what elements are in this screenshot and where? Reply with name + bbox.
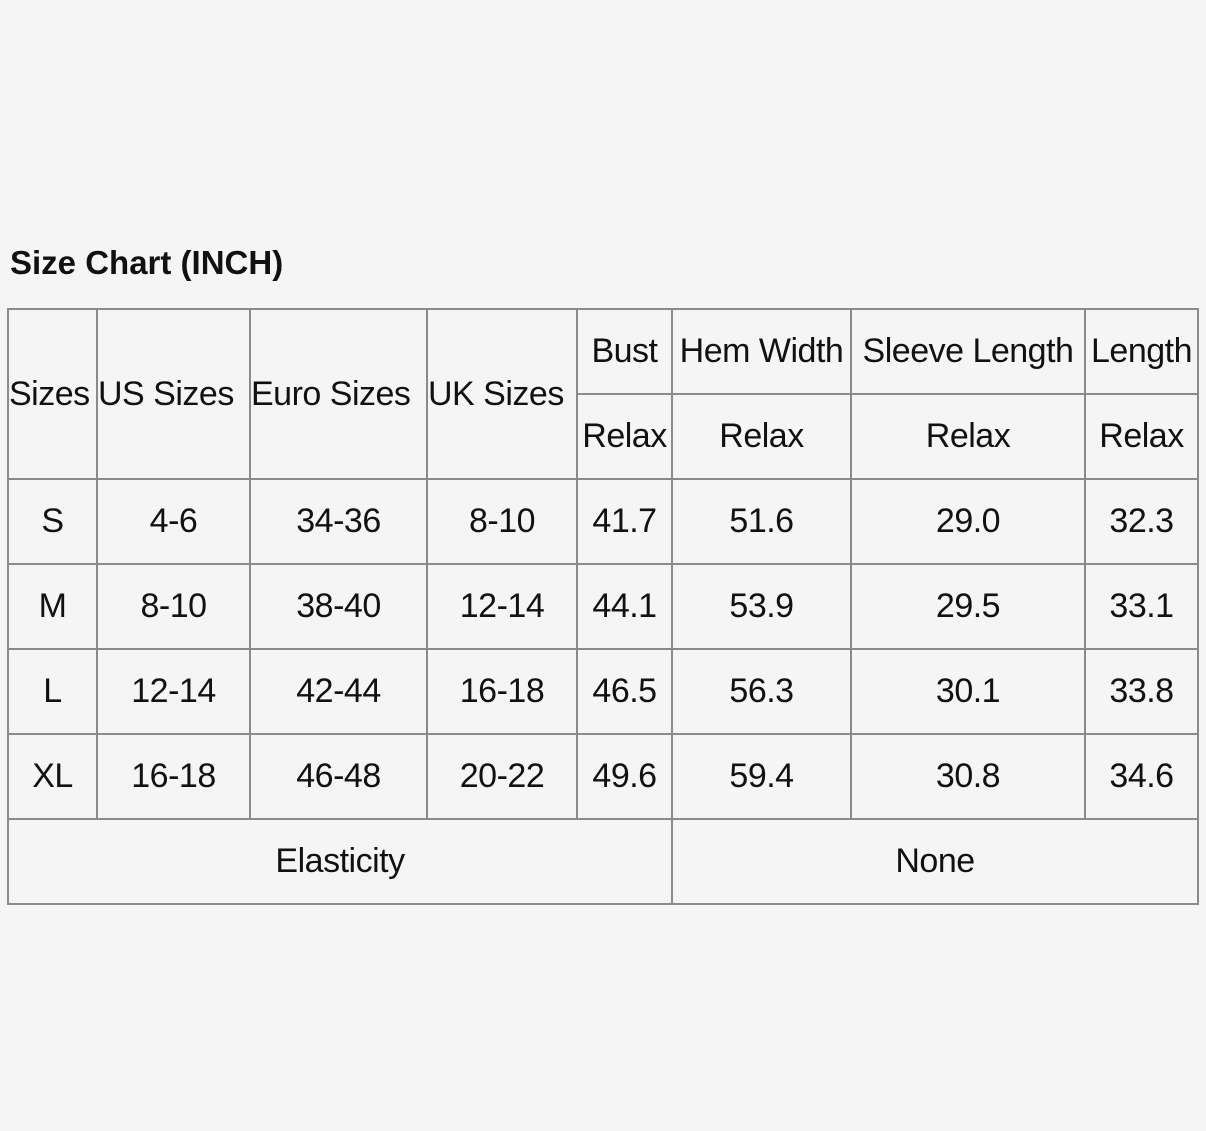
data-cell: 32.3 <box>1084 478 1199 565</box>
data-cell: 4-6 <box>96 478 251 565</box>
data-cell: M <box>7 563 98 650</box>
data-row: S 4-6 34-36 8-10 41.7 51.6 29.0 32.3 <box>7 478 1199 565</box>
data-cell: 59.4 <box>671 733 852 820</box>
title: Size Chart (INCH) <box>10 244 284 281</box>
data-cell: 12-14 <box>426 563 578 650</box>
data-cell: 33.8 <box>1084 648 1199 735</box>
header-cell: Length <box>1084 308 1199 395</box>
header-cell: Euro Sizes <box>249 308 428 480</box>
data-cell: 12-14 <box>96 648 251 735</box>
data-cell: 30.8 <box>850 733 1086 820</box>
data-cell: 34-36 <box>249 478 428 565</box>
data-row: L 12-14 42-44 16-18 46.5 56.3 30.1 33.8 <box>7 648 1199 735</box>
header-cell: Sleeve Length <box>850 308 1086 395</box>
data-cell: 41.7 <box>576 478 673 565</box>
data-cell: 16-18 <box>426 648 578 735</box>
data-cell: 20-22 <box>426 733 578 820</box>
size-table: Sizes US Sizes Euro Sizes UK Sizes Bust Hem W… <box>7 308 1199 905</box>
data-cell: 8-10 <box>96 563 251 650</box>
subheader-row: Relax Relax Relax Relax <box>8 393 1199 480</box>
data-cell: 44.1 <box>576 563 673 650</box>
data-cell: 46-48 <box>249 733 428 820</box>
data-cell: 34.6 <box>1084 733 1199 820</box>
header-cell: Hem Width <box>671 308 852 395</box>
subheader-cell: Relax <box>850 393 1086 480</box>
data-cell: 33.1 <box>1084 563 1199 650</box>
header-cell: US Sizes <box>96 308 251 480</box>
data-cell: 56.3 <box>671 648 852 735</box>
data-cell: S <box>7 478 98 565</box>
header-cell: UK Sizes <box>426 308 578 480</box>
data-row: XL 16-18 46-48 20-22 49.6 59.4 30.8 34.6 <box>7 733 1199 820</box>
subheader-cell: Relax <box>576 393 673 480</box>
data-cell: 16-18 <box>96 733 251 820</box>
data-cell: 29.5 <box>850 563 1086 650</box>
data-cell: 51.6 <box>671 478 852 565</box>
header-row: Sizes US Sizes Euro Sizes UK Sizes Bust Hem W… <box>7 308 1199 480</box>
footer-value: None <box>671 818 1199 905</box>
data-row: M 8-10 38-40 12-14 44.1 53.9 29.5 33.1 <box>7 563 1199 650</box>
data-cell: 29.0 <box>850 478 1086 565</box>
data-cell: 49.6 <box>576 733 673 820</box>
data-cell: 8-10 <box>426 478 578 565</box>
footer-label: Elasticity <box>7 818 673 905</box>
data-cell: 42-44 <box>249 648 428 735</box>
data-cell: 53.9 <box>671 563 852 650</box>
data-cell: 38-40 <box>249 563 428 650</box>
subheader-cell: Relax <box>671 393 852 480</box>
data-cell: 46.5 <box>576 648 673 735</box>
header-cell: Sizes <box>7 308 98 480</box>
subheader-cell: Relax <box>1084 393 1199 480</box>
data-cell: L <box>7 648 98 735</box>
footer-row: Elasticity None <box>7 818 1199 905</box>
data-cell: 30.1 <box>850 648 1086 735</box>
header-cell: Bust <box>576 308 673 395</box>
data-cell: XL <box>7 733 98 820</box>
